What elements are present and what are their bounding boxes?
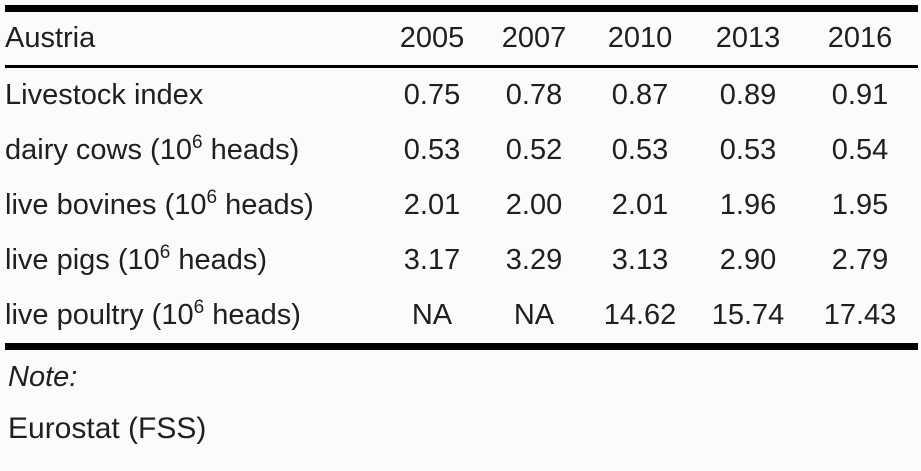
year-header-2016: 2016 [802,8,918,68]
row-label-exponent: 6 [206,187,218,208]
row-label: dairy cows (106 heads) [5,123,382,178]
table-row-live-poultry: live poultry (106 heads) NA NA 14.62 15.… [5,288,918,347]
livestock-table: Austria 2005 2007 2010 2013 2016 Livesto… [5,5,918,350]
value-cell: 0.87 [611,79,669,111]
value-cell: NA [513,299,555,331]
table-row-dairy-cows: dairy cows (106 heads) 0.53 0.52 0.53 0.… [5,123,918,178]
header-row: Austria 2005 2007 2010 2013 2016 [5,8,918,68]
row-label-text: live pigs (10 [5,244,160,276]
year-header-2007: 2007 [482,8,586,68]
table-figure: Austria 2005 2007 2010 2013 2016 Livesto… [0,5,921,447]
note-label: Note: [8,361,78,393]
value-cell: 14.62 [603,299,677,331]
value-cell: 0.54 [831,134,889,166]
year-header-2005: 2005 [382,8,482,68]
year-header-2013: 2013 [694,8,802,68]
region-header: Austria [5,8,382,68]
value-cell: 1.96 [719,189,777,221]
value-cell: 0.75 [403,79,461,111]
row-label: Livestock index [5,67,382,124]
row-label-exponent: 6 [193,297,205,318]
value-cell: 2.90 [719,244,777,276]
value-cell: 2.01 [403,189,461,221]
row-label-unit: heads) [217,189,314,221]
table-row-live-bovines: live bovines (106 heads) 2.01 2.00 2.01 … [5,178,918,233]
source-text: Eurostat (FSS) [8,411,207,445]
row-label-unit: heads) [170,244,268,276]
value-cell: 0.91 [831,79,889,111]
value-cell: 0.78 [505,79,563,111]
value-cell: 2.00 [505,189,563,221]
value-cell: 15.74 [711,299,785,331]
row-label-text: live bovines (10 [5,189,207,221]
row-label-text: dairy cows (10 [5,134,192,166]
table-row-live-pigs: live pigs (106 heads) 3.17 3.29 3.13 2.9… [5,233,918,288]
row-label-exponent: 6 [191,132,203,153]
value-cell: 0.53 [403,134,461,166]
value-cell: 2.79 [831,244,889,276]
value-cell: NA [411,299,453,331]
year-header-2010: 2010 [586,8,694,68]
value-cell: 0.52 [505,134,563,166]
value-cell: 3.29 [505,244,563,276]
value-cell: 1.95 [831,189,889,221]
value-cell: 2.01 [611,189,669,221]
row-label-unit: heads) [202,134,300,166]
value-cell: 3.17 [403,244,461,276]
row-label: live bovines (106 heads) [5,178,382,233]
row-label-text: live poultry (10 [5,299,194,331]
row-label-text: Livestock index [5,79,204,111]
row-label-unit: heads) [204,299,301,331]
row-label: live pigs (106 heads) [5,233,382,288]
table-row-livestock-index: Livestock index 0.75 0.78 0.87 0.89 0.91 [5,67,918,124]
value-cell: 17.43 [823,299,897,331]
value-cell: 0.53 [611,134,669,166]
value-cell: 3.13 [611,244,669,276]
value-cell: 0.53 [719,134,777,166]
row-label-exponent: 6 [159,242,171,263]
value-cell: 0.89 [719,79,777,111]
row-label: live poultry (106 heads) [5,288,382,347]
